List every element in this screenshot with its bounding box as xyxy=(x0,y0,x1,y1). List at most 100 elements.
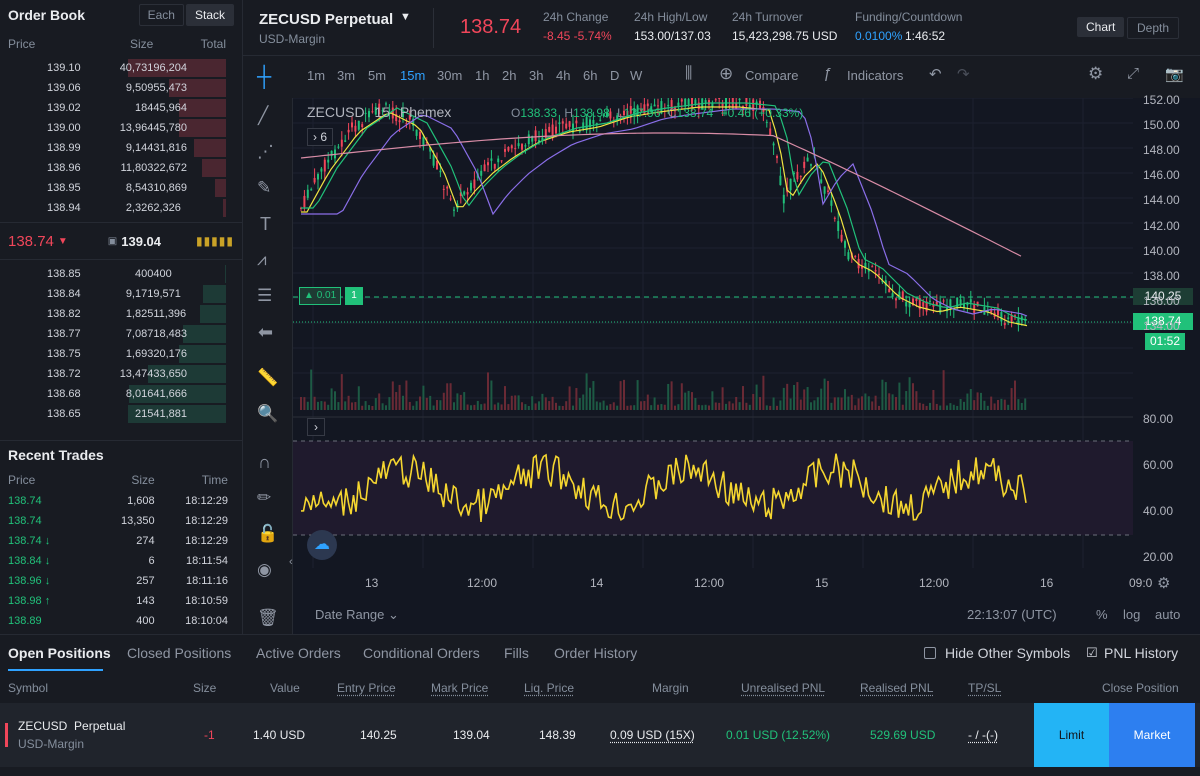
interval-1m[interactable]: 1m xyxy=(307,68,326,83)
fullscreen-icon[interactable]: ⤢ xyxy=(1127,65,1140,82)
candle-body xyxy=(330,150,333,156)
candle-body xyxy=(524,145,527,147)
undo-icon[interactable]: ↶ xyxy=(929,66,942,83)
phemex-cloud-icon[interactable]: ☁ xyxy=(307,530,337,560)
volume-bar xyxy=(976,392,979,410)
candle-body xyxy=(510,145,513,149)
lock-icon[interactable]: 🔓 xyxy=(257,524,279,543)
ask-row[interactable]: 138.96 11,803 22,672 xyxy=(0,158,242,178)
interval-4h[interactable]: 4h xyxy=(556,68,571,83)
bid-row[interactable]: 138.68 8,016 41,666 xyxy=(0,384,242,404)
legend-collapse-button[interactable]: › 6 xyxy=(307,128,333,146)
chevron-down-icon[interactable]: ▼ xyxy=(400,11,411,23)
symbol-selector[interactable]: ZECUSD Perpetual xyxy=(259,11,394,28)
ruler-icon[interactable]: 📏 xyxy=(257,368,279,387)
trash-icon[interactable]: 🗑 xyxy=(257,608,279,627)
volume-bar xyxy=(918,402,921,410)
candle-body xyxy=(541,137,544,141)
bid-row[interactable]: 138.82 1,825 11,396 xyxy=(0,304,242,324)
ask-row[interactable]: 139.10 40,731 96,204 xyxy=(0,58,242,78)
interval-5m[interactable]: 5m xyxy=(368,68,387,83)
arrow-left-icon[interactable]: ⬅ xyxy=(258,322,274,342)
ask-row[interactable]: 138.94 2,326 2,326 xyxy=(0,198,242,218)
position-tpsl[interactable]: - / -(-) xyxy=(968,728,998,742)
position-count[interactable]: 1 xyxy=(345,287,363,305)
gear-icon[interactable]: ⚙ xyxy=(1088,64,1104,83)
tab-open-positions[interactable]: Open Positions xyxy=(8,645,111,661)
indicators-button[interactable]: Indicators xyxy=(847,68,904,83)
plus-circle-icon[interactable]: ⊕ xyxy=(719,64,734,83)
hide-other-checkbox[interactable] xyxy=(924,647,936,659)
rsi-tick: 80.00 xyxy=(1143,412,1174,426)
redo-icon[interactable]: ↷ xyxy=(957,66,970,83)
bid-row[interactable]: 138.85 400 400 xyxy=(0,264,242,284)
interval-D[interactable]: D xyxy=(610,68,620,83)
pnl-history-label[interactable]: PNL History xyxy=(1104,645,1179,661)
measure-icon[interactable]: ☰ xyxy=(257,286,273,305)
bid-row[interactable]: 138.75 1,693 20,176 xyxy=(0,344,242,364)
ask-row[interactable]: 138.95 8,543 10,869 xyxy=(0,178,242,198)
candle-type-icon[interactable]: ⫼ xyxy=(685,65,693,82)
position-tag[interactable]: ▲ 0.01 xyxy=(299,287,342,305)
eye-icon[interactable]: ◉ xyxy=(257,560,272,579)
interval-3m[interactable]: 3m xyxy=(337,68,356,83)
chart-canvas[interactable] xyxy=(293,98,1200,634)
volume-bar xyxy=(378,393,381,410)
market-close-button[interactable]: Market xyxy=(1109,703,1195,767)
limit-close-button[interactable]: Limit xyxy=(1034,703,1109,767)
brush-icon[interactable]: ✎ xyxy=(257,178,272,197)
volume-bar xyxy=(412,405,415,410)
text-icon[interactable]: T xyxy=(260,214,271,234)
interval-30m[interactable]: 30m xyxy=(437,68,463,83)
each-toggle[interactable]: Each xyxy=(138,4,184,26)
auto-scale-button[interactable]: auto xyxy=(1155,607,1181,622)
trend-line-icon[interactable]: ╱ xyxy=(258,106,269,125)
axis-settings-icon[interactable]: ⚙ xyxy=(1157,575,1171,592)
ask-size: 8,543 xyxy=(125,182,154,194)
position-margin[interactable]: 0.09 USD (15X) xyxy=(610,728,695,742)
interval-3h[interactable]: 3h xyxy=(529,68,544,83)
compare-button[interactable]: Compare xyxy=(745,68,799,83)
interval-15m[interactable]: 15m xyxy=(400,68,426,83)
magnet-icon[interactable]: ∩ xyxy=(258,452,271,472)
chart-tab[interactable]: Chart xyxy=(1077,17,1125,37)
ask-row[interactable]: 139.00 13,964 45,780 xyxy=(0,118,242,138)
hide-other-label[interactable]: Hide Other Symbols xyxy=(945,645,1071,661)
checkbox-checked-icon[interactable]: ☑ xyxy=(1086,645,1098,660)
tab-closed-positions[interactable]: Closed Positions xyxy=(127,645,232,661)
zoom-icon[interactable]: 🔍 xyxy=(257,404,279,423)
depth-precision-icon[interactable]: ▮▮▮▮▮ xyxy=(195,234,234,248)
bid-row[interactable]: 138.72 13,474 33,650 xyxy=(0,364,242,384)
depth-tab[interactable]: Depth xyxy=(1127,17,1180,39)
camera-icon[interactable]: 📷 xyxy=(1165,66,1184,83)
candle-body xyxy=(470,182,472,191)
function-icon[interactable]: ƒ xyxy=(823,65,832,82)
date-range-button[interactable]: Date Range ⌄ xyxy=(315,607,399,622)
tab-active-orders[interactable]: Active Orders xyxy=(256,645,341,661)
ask-row[interactable]: 139.02 184 45,964 xyxy=(0,98,242,118)
ask-row[interactable]: 138.99 9,144 31,816 xyxy=(0,138,242,158)
bid-row[interactable]: 138.84 9,171 9,571 xyxy=(0,284,242,304)
interval-2h[interactable]: 2h xyxy=(502,68,517,83)
pencil-lock-icon[interactable]: ✏ xyxy=(257,488,272,507)
tab-fills[interactable]: Fills xyxy=(504,645,529,661)
fib-icon[interactable]: ⋰ xyxy=(257,142,274,161)
crosshair-icon[interactable]: ┼ xyxy=(257,66,272,88)
ask-row[interactable]: 139.06 9,509 55,473 xyxy=(0,78,242,98)
interval-6h[interactable]: 6h xyxy=(583,68,598,83)
bid-row[interactable]: 138.65 215 41,881 xyxy=(0,404,242,424)
tab-order-history[interactable]: Order History xyxy=(554,645,638,661)
price-chart[interactable]: ZECUSD 15 Phemex O138.33 H138.98 L137.96… xyxy=(289,93,1200,634)
interval-W[interactable]: W xyxy=(630,68,643,83)
collapse-left-icon[interactable]: ‹ xyxy=(289,556,293,568)
percent-scale-button[interactable]: % xyxy=(1096,607,1108,622)
tab-conditional-orders[interactable]: Conditional Orders xyxy=(363,645,480,661)
pattern-icon[interactable]: ⩘ xyxy=(257,250,267,269)
stack-toggle[interactable]: Stack xyxy=(185,4,234,26)
interval-1h[interactable]: 1h xyxy=(475,68,490,83)
position-row[interactable] xyxy=(0,703,1200,767)
rsi-collapse-button[interactable]: › xyxy=(307,418,325,436)
bid-row[interactable]: 138.77 7,087 18,483 xyxy=(0,324,242,344)
ask-size: 9,509 xyxy=(125,82,154,94)
log-scale-button[interactable]: log xyxy=(1123,607,1141,622)
